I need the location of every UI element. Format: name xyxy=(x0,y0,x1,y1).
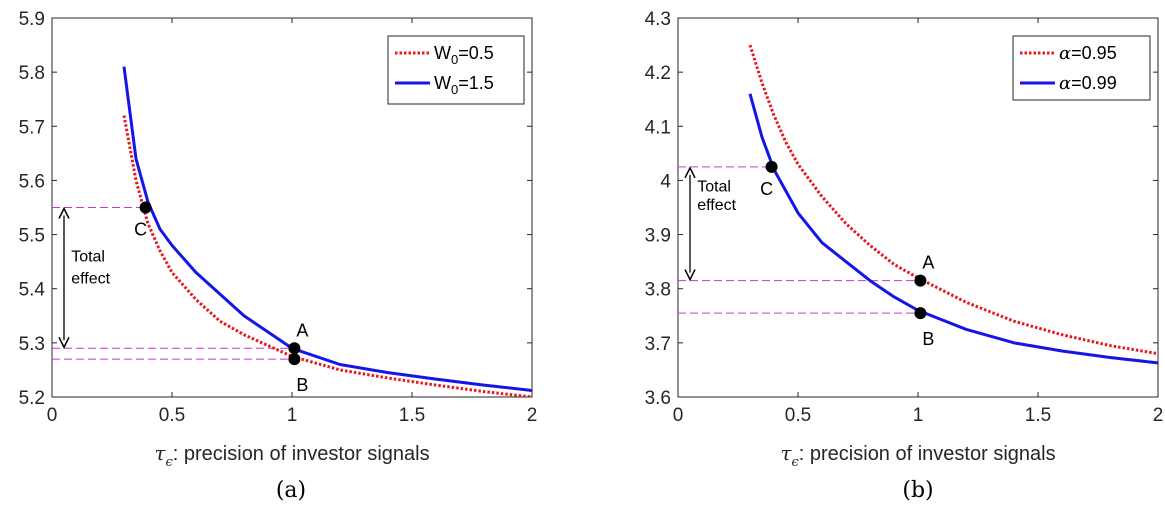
total-effect-label: Total xyxy=(697,178,731,195)
y-tick-label: 4.2 xyxy=(645,63,671,84)
y-tick-label: 5.9 xyxy=(19,9,45,30)
y-tick-label: 5.6 xyxy=(19,171,45,192)
legend-entry-label: α=0.99 xyxy=(1059,73,1117,94)
y-tick-label: 5.3 xyxy=(19,334,45,355)
total-effect-label: effect xyxy=(71,270,110,287)
x-tick-label: 0 xyxy=(47,405,58,426)
x-tick-label: 2 xyxy=(527,405,538,426)
y-tick-label: 3.7 xyxy=(645,334,671,355)
point-label-a: A xyxy=(922,253,934,273)
legend-entry-label: α=0.95 xyxy=(1059,43,1117,64)
legend: α=0.95 α=0.99 xyxy=(1012,35,1151,101)
y-tick-label: 5.2 xyxy=(19,388,45,409)
y-tick-label: 5.4 xyxy=(19,280,46,301)
total-effect-label: effect xyxy=(697,197,736,214)
x-tick-label: 0.5 xyxy=(785,405,811,426)
point-marker-a xyxy=(288,342,301,355)
y-tick-label: 3.6 xyxy=(645,388,671,409)
point-marker-b xyxy=(288,353,301,366)
series-line-solid-blue xyxy=(122,66,532,392)
legend-box xyxy=(387,35,525,105)
y-tick-label: 4 xyxy=(660,171,671,192)
panel-caption: (a) xyxy=(276,478,306,503)
chart-panel-a: 0 0.5 1 1.5 2 5.2 5.3 5.4 5.5 5.6 5.7 5.8 5.9 τϵ: pre… xyxy=(19,9,538,503)
y-tick-label: 3.8 xyxy=(645,280,671,301)
x-tick-label: 0.5 xyxy=(159,405,185,426)
series-line-dotted-red xyxy=(122,115,532,397)
point-label-a: A xyxy=(296,320,308,340)
point-label-c: C xyxy=(134,220,147,240)
point-label-b: B xyxy=(922,329,934,349)
point-label-c: C xyxy=(760,179,773,199)
point-marker-c xyxy=(765,160,778,173)
y-tick-label: 4.3 xyxy=(645,9,671,30)
legend: W0=0.5 W0=1.5 xyxy=(387,35,525,105)
effect-arrow-head-up xyxy=(58,206,70,219)
y-tick-label: 5.7 xyxy=(19,117,45,138)
point-marker-b xyxy=(914,307,927,320)
y-tick-label: 5.5 xyxy=(19,226,45,247)
series-line-dotted-red xyxy=(748,44,1158,356)
y-tick-label: 4.1 xyxy=(645,117,671,138)
x-tick-label: 2 xyxy=(1153,405,1164,426)
x-tick-label: 1 xyxy=(287,405,298,426)
effect-arrow-head-down xyxy=(58,336,70,349)
point-marker-c xyxy=(139,201,152,214)
x-tick-label: 1.5 xyxy=(399,405,425,426)
series-line-solid-blue xyxy=(748,93,1158,365)
legend-entry-label: W0=0.5 xyxy=(434,43,494,67)
x-tick-label: 0 xyxy=(673,405,684,426)
effect-arrow-head-up xyxy=(684,166,696,179)
x-axis-label: τϵ: precision of investor signals xyxy=(154,441,429,470)
point-label-b: B xyxy=(296,375,308,395)
x-axis-label: τϵ: precision of investor signals xyxy=(780,441,1055,470)
y-tick-label: 3.9 xyxy=(645,226,671,247)
plot-area: Total effect C A B xyxy=(52,66,532,397)
chart-panel-b: 0 0.5 1 1.5 2 3.6 3.7 3.8 3.9 4 4.1 4.2 4.3 τϵ: preci… xyxy=(645,9,1164,503)
x-tick-label: 1 xyxy=(913,405,924,426)
y-tick-label: 5.8 xyxy=(19,63,45,84)
total-effect-label: Total xyxy=(71,249,105,266)
point-marker-a xyxy=(914,274,927,287)
legend-box xyxy=(1012,35,1151,101)
effect-arrow-head-down xyxy=(684,269,696,282)
panel-caption: (b) xyxy=(902,478,933,503)
plot-area: Total effect C A B xyxy=(678,44,1158,365)
x-tick-label: 1.5 xyxy=(1025,405,1051,426)
legend-entry-label: W0=1.5 xyxy=(434,73,494,97)
